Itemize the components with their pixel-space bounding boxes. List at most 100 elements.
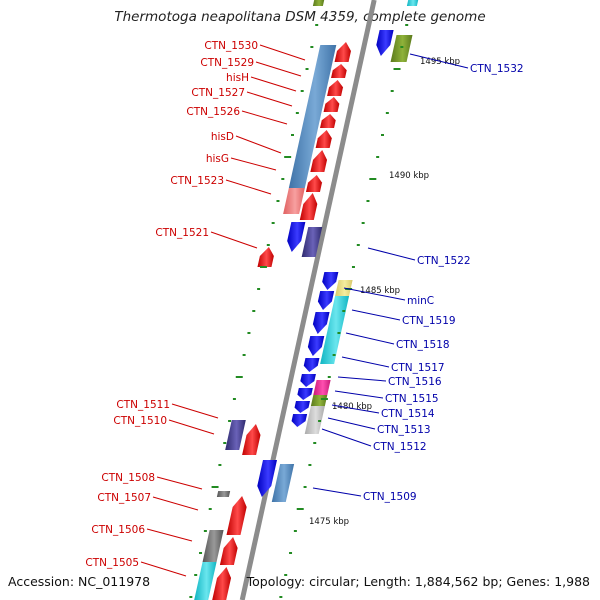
reverse-gene-arrow	[226, 496, 247, 535]
reverse-gene-arrow	[310, 150, 328, 172]
forward-leader-line	[341, 356, 390, 368]
reverse-gene-arrow	[323, 97, 340, 112]
reverse-leader-line	[250, 76, 297, 92]
reverse-gene-arrow	[299, 193, 318, 220]
forward-gene-arrow	[322, 272, 339, 290]
reverse-gene-label: CTN_1526	[186, 106, 240, 118]
reverse-leader-line	[241, 110, 288, 125]
reverse-cyan-band	[194, 562, 217, 600]
forward-gene-arrow	[312, 312, 330, 334]
reverse-gene-label: hisG	[206, 153, 229, 165]
reverse-leader-line	[225, 179, 272, 195]
forward-gene-label: CTN_1522	[417, 255, 471, 267]
forward-gene-arrow	[287, 222, 306, 252]
accession-text: Accession: NC_011978	[8, 574, 151, 589]
reverse-leader-line	[152, 496, 199, 511]
forward-leader-line	[337, 376, 387, 382]
reverse-gene-label: CTN_1511	[116, 399, 170, 411]
reverse-leader-line	[168, 419, 215, 435]
reverse-gene-label: CTN_1507	[97, 492, 151, 504]
reverse-purple-band	[225, 420, 246, 450]
forward-leader-line	[343, 287, 406, 301]
top-cyan-band	[406, 0, 419, 6]
reverse-leader-line	[246, 91, 293, 107]
forward-gene-label: CTN_1519	[402, 315, 456, 327]
forward-gene-arrow	[303, 358, 320, 372]
reverse-gene-label: CTN_1530	[204, 40, 258, 52]
reverse-gene-label: CTN_1527	[191, 87, 245, 99]
reverse-gene-arrow	[212, 567, 232, 600]
reverse-leader-line	[259, 44, 306, 61]
reverse-leader-line	[230, 157, 277, 171]
forward-leader-line	[351, 309, 401, 321]
reverse-gene-arrow	[334, 42, 351, 62]
reverse-gene-label: hisH	[226, 72, 249, 84]
forward-purple-band	[301, 227, 323, 257]
forward-gene-arrow	[294, 401, 310, 413]
reverse-gray-band	[216, 491, 231, 497]
reverse-gene-arrow	[327, 80, 344, 96]
forward-gene-arrow	[297, 388, 313, 400]
forward-leader-line	[334, 390, 384, 399]
reverse-leader-line	[210, 231, 258, 249]
top-olive-band	[312, 0, 325, 6]
reverse-gene-label: CTN_1506	[91, 524, 145, 536]
pink-band	[313, 380, 331, 395]
forward-gene-label: CTN_1518	[396, 339, 450, 351]
reverse-gene-label: CTN_1505	[85, 557, 139, 569]
reverse-gene-label: CTN_1521	[155, 227, 209, 239]
forward-leader-line	[327, 417, 376, 430]
reverse-gene-arrow	[219, 537, 238, 565]
forward-leader-line	[409, 53, 469, 69]
forward-gene-label: CTN_1515	[385, 393, 439, 405]
reverse-gene-arrow	[315, 130, 332, 148]
reverse-rna-band	[283, 188, 305, 214]
forward-leader-line	[367, 247, 416, 261]
genome-summary: Topology: circular; Length: 1,884,562 bp…	[246, 574, 590, 589]
reverse-gene-arrow	[331, 64, 347, 78]
reverse-leader-line	[156, 476, 203, 490]
lightgray-band	[304, 406, 325, 434]
reverse-gray-band	[202, 530, 224, 562]
forward-olive-band	[390, 35, 413, 62]
reverse-gene-arrow	[320, 114, 336, 128]
reverse-leader-line	[140, 561, 187, 577]
reverse-gene-arrow	[257, 247, 274, 267]
reverse-leader-line	[171, 403, 219, 419]
forward-leader-line	[331, 404, 380, 414]
reverse-gene-label: CTN_1508	[101, 472, 155, 484]
kbp-tick-label: 1495 kbp	[420, 57, 460, 67]
reverse-gene-label: CTN_1529	[200, 57, 254, 69]
forward-gene-label: minC	[407, 295, 434, 307]
reverse-gene-arrow	[242, 424, 261, 455]
forward-leader-line	[345, 332, 395, 345]
forward-gene-label: CTN_1514	[381, 408, 435, 420]
reverse-cds-band	[288, 45, 337, 188]
kbp-tick-label: 1475 kbp	[309, 517, 349, 527]
reverse-gene-arrow	[305, 175, 323, 192]
kbp-tick-label: 1490 kbp	[389, 171, 429, 181]
genome-title: Thermotoga neapolitana DSM 4359, complet…	[114, 9, 486, 25]
forward-gene-arrow	[376, 30, 394, 56]
olive-band	[310, 395, 328, 406]
reverse-gene-label: hisD	[211, 131, 234, 143]
forward-leader-line	[312, 487, 362, 497]
forward-gene-label: CTN_1532	[470, 63, 524, 75]
forward-gene-label: CTN_1512	[373, 441, 427, 453]
forward-steel-band	[271, 464, 295, 502]
reverse-leader-line	[146, 528, 193, 542]
forward-gene-arrow	[300, 374, 316, 387]
forward-leader-line	[321, 428, 372, 447]
forward-gene-arrow	[291, 414, 308, 427]
kbp-tick-label: 1485 kbp	[360, 286, 400, 296]
forward-gene-label: CTN_1509	[363, 491, 417, 503]
forward-gene-label: CTN_1517	[391, 362, 445, 374]
genome-backbone	[239, 0, 377, 600]
forward-gene-arrow	[257, 460, 277, 497]
reverse-gene-label: CTN_1510	[113, 415, 167, 427]
kbp-tick-label: 1480 kbp	[332, 402, 372, 412]
cyan-band	[320, 296, 350, 364]
reverse-leader-line	[235, 135, 282, 154]
